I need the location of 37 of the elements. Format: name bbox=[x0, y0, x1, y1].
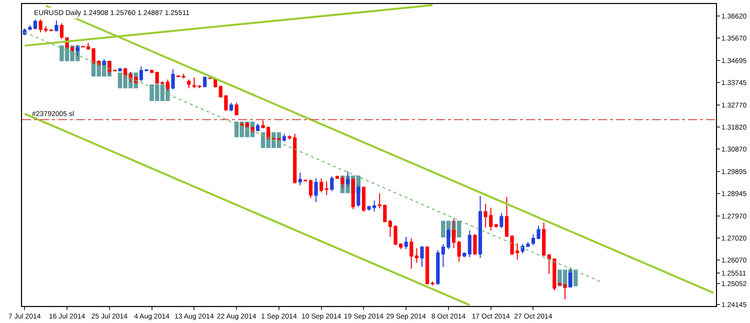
candlestick bbox=[362, 186, 366, 212]
candlestick bbox=[314, 178, 318, 203]
candlestick bbox=[430, 280, 434, 286]
candlestick bbox=[330, 176, 334, 192]
candlestick bbox=[282, 133, 286, 142]
candlestick bbox=[500, 212, 504, 229]
candlestick bbox=[404, 236, 408, 250]
candlestick bbox=[494, 223, 498, 228]
candlestick bbox=[308, 179, 313, 199]
candlestick bbox=[54, 20, 58, 32]
candlestick bbox=[298, 172, 302, 186]
candlestick bbox=[202, 76, 207, 88]
candlestick bbox=[28, 25, 32, 31]
candlestick bbox=[425, 246, 430, 285]
candlestick bbox=[234, 102, 238, 116]
candlestick bbox=[229, 102, 234, 112]
candlestick bbox=[60, 22, 64, 40]
candlestick bbox=[473, 233, 477, 256]
candlestick bbox=[420, 246, 424, 268]
candlestick bbox=[33, 19, 38, 30]
candlestick bbox=[410, 238, 414, 270]
candlestick bbox=[320, 178, 324, 193]
candlestick bbox=[351, 177, 355, 210]
candlestick bbox=[187, 79, 191, 89]
candlestick bbox=[171, 69, 175, 90]
candlestick bbox=[324, 180, 328, 196]
candlestick bbox=[256, 123, 260, 132]
candlestick bbox=[457, 240, 461, 262]
candlestick bbox=[182, 73, 186, 79]
candlestick bbox=[468, 230, 472, 258]
candlestick bbox=[542, 222, 546, 256]
candlestick bbox=[436, 250, 440, 286]
candlestick bbox=[462, 252, 466, 258]
candlestick bbox=[118, 67, 122, 72]
candlestick bbox=[478, 195, 482, 258]
candlestick bbox=[414, 248, 418, 264]
candlestick bbox=[150, 69, 154, 74]
